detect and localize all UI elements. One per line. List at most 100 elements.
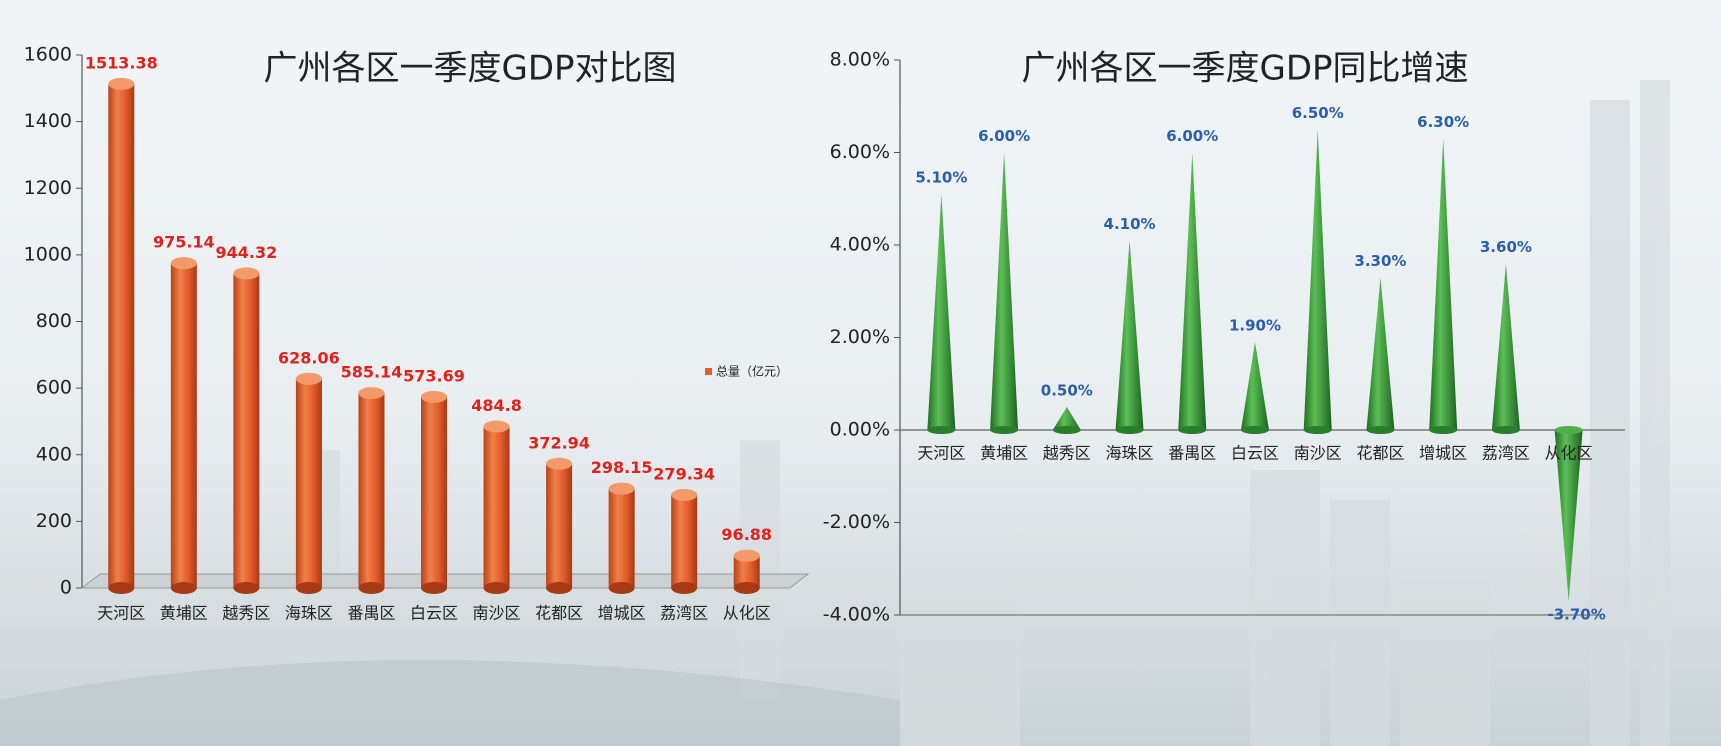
y-tick-label: 800 xyxy=(36,310,72,332)
y-tick-label: 1000 xyxy=(24,243,72,265)
cone-base xyxy=(1366,426,1394,434)
cone-base xyxy=(927,426,955,434)
x-tick-label: 花都区 xyxy=(535,604,583,623)
value-label: 372.94 xyxy=(528,433,590,452)
value-label: 1513.38 xyxy=(85,53,158,72)
bar-body xyxy=(671,495,697,588)
bar-top xyxy=(421,391,447,403)
x-tick-label: 增城区 xyxy=(1419,444,1467,463)
legend-swatch xyxy=(705,368,712,375)
y-tick-label: 400 xyxy=(36,443,72,465)
bar-base xyxy=(358,582,384,594)
x-tick-label: 增城区 xyxy=(598,604,646,623)
legend-label: 总量（亿元） xyxy=(716,364,788,379)
value-label: 628.06 xyxy=(278,348,340,367)
x-tick-label: 花都区 xyxy=(1356,444,1404,463)
chart-title: 广州各区一季度GDP对比图 xyxy=(263,49,676,89)
x-tick-label: 南沙区 xyxy=(1294,444,1342,463)
y-tick-label: 8.00% xyxy=(830,49,890,71)
bar-base xyxy=(484,582,510,594)
y-tick-label: 2.00% xyxy=(830,326,890,348)
x-tick-label: 天河区 xyxy=(97,604,145,623)
value-label: 484.8 xyxy=(471,396,522,415)
value-label: 6.00% xyxy=(1166,127,1218,145)
bar xyxy=(171,257,197,594)
value-label: 573.69 xyxy=(403,366,465,385)
cone-base xyxy=(990,426,1018,434)
value-label: 3.30% xyxy=(1354,252,1406,270)
bar-body xyxy=(609,489,635,588)
bar-body xyxy=(296,379,322,588)
bar-base xyxy=(296,582,322,594)
value-label: 5.10% xyxy=(915,169,967,187)
x-tick-label: 白云区 xyxy=(410,604,458,623)
bar-body xyxy=(484,427,510,588)
y-tick-label: -2.00% xyxy=(823,511,890,533)
cone-base xyxy=(1429,426,1457,434)
bar xyxy=(546,458,572,594)
y-tick-label: 1400 xyxy=(24,110,72,132)
value-label: 0.50% xyxy=(1041,381,1093,399)
bar-base xyxy=(546,582,572,594)
bar-body xyxy=(421,397,447,588)
bar-top xyxy=(171,257,197,269)
value-label: 4.10% xyxy=(1104,215,1156,233)
y-tick-label: 0.00% xyxy=(830,419,890,441)
bar xyxy=(296,373,322,594)
bar-body xyxy=(171,263,197,588)
cone-base xyxy=(1304,426,1332,434)
y-tick-label: 4.00% xyxy=(830,234,890,256)
value-label: -3.70% xyxy=(1548,606,1606,624)
x-tick-label: 番禺区 xyxy=(347,604,395,623)
x-tick-label: 从化区 xyxy=(1545,444,1593,463)
y-tick-label: 6.00% xyxy=(830,141,890,163)
x-tick-label: 荔湾区 xyxy=(660,604,708,623)
x-tick-label: 黄埔区 xyxy=(160,604,208,623)
cone-base xyxy=(1178,426,1206,434)
cone-base xyxy=(1116,426,1144,434)
x-tick-label: 南沙区 xyxy=(473,604,521,623)
value-label: 279.34 xyxy=(653,464,715,483)
value-label: 6.50% xyxy=(1292,104,1344,122)
chart-canvas: 广州各区一季度GDP对比图020040060080010001200140016… xyxy=(0,0,1721,746)
x-tick-label: 黄埔区 xyxy=(980,444,1028,463)
bar-base xyxy=(233,582,259,594)
bar xyxy=(358,387,384,594)
y-tick-label: 1200 xyxy=(24,177,72,199)
bar-top xyxy=(484,421,510,433)
y-tick-label: 1600 xyxy=(24,44,72,66)
bar xyxy=(421,391,447,594)
y-tick-label: 0 xyxy=(60,577,72,599)
bar-top xyxy=(358,387,384,399)
bar-body xyxy=(108,84,134,588)
x-tick-label: 番禺区 xyxy=(1168,444,1216,463)
bar-base xyxy=(171,582,197,594)
cone-base xyxy=(1053,426,1081,434)
bar-top xyxy=(734,550,760,562)
x-tick-label: 从化区 xyxy=(723,604,771,623)
bar xyxy=(671,489,697,594)
x-tick-label: 荔湾区 xyxy=(1482,444,1530,463)
value-label: 298.15 xyxy=(591,458,653,477)
value-label: 3.60% xyxy=(1480,238,1532,256)
chart-title: 广州各区一季度GDP同比增速 xyxy=(1021,49,1468,89)
bar-top xyxy=(609,483,635,495)
cone-base xyxy=(1241,426,1269,434)
bar xyxy=(734,550,760,594)
bar xyxy=(108,78,134,594)
value-label: 1.90% xyxy=(1229,317,1281,335)
bar-base xyxy=(108,582,134,594)
value-label: 6.00% xyxy=(978,127,1030,145)
bar-body xyxy=(546,464,572,588)
y-tick-label: 200 xyxy=(36,510,72,532)
bar-top xyxy=(296,373,322,385)
value-label: 585.14 xyxy=(341,363,403,382)
value-label: 944.32 xyxy=(215,243,277,262)
bar-top xyxy=(546,458,572,470)
cone-base xyxy=(1555,426,1583,434)
bar-top xyxy=(108,78,134,90)
bar-top xyxy=(671,489,697,501)
y-tick-label: -4.00% xyxy=(823,604,890,626)
x-tick-label: 海珠区 xyxy=(285,604,333,623)
value-label: 6.30% xyxy=(1417,113,1469,131)
